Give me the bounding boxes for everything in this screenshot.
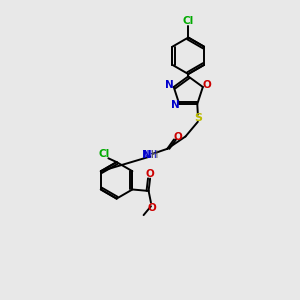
Text: O: O [202, 80, 211, 90]
Text: O: O [148, 203, 156, 213]
Text: O: O [173, 132, 182, 142]
Text: NH: NH [142, 150, 156, 160]
Text: Cl: Cl [183, 16, 194, 26]
Text: H: H [151, 150, 158, 160]
Text: N: N [142, 150, 151, 160]
Text: O: O [146, 169, 154, 178]
Text: S: S [194, 113, 202, 123]
Text: N: N [165, 80, 174, 91]
Text: N: N [171, 100, 179, 110]
Text: Cl: Cl [98, 149, 110, 159]
